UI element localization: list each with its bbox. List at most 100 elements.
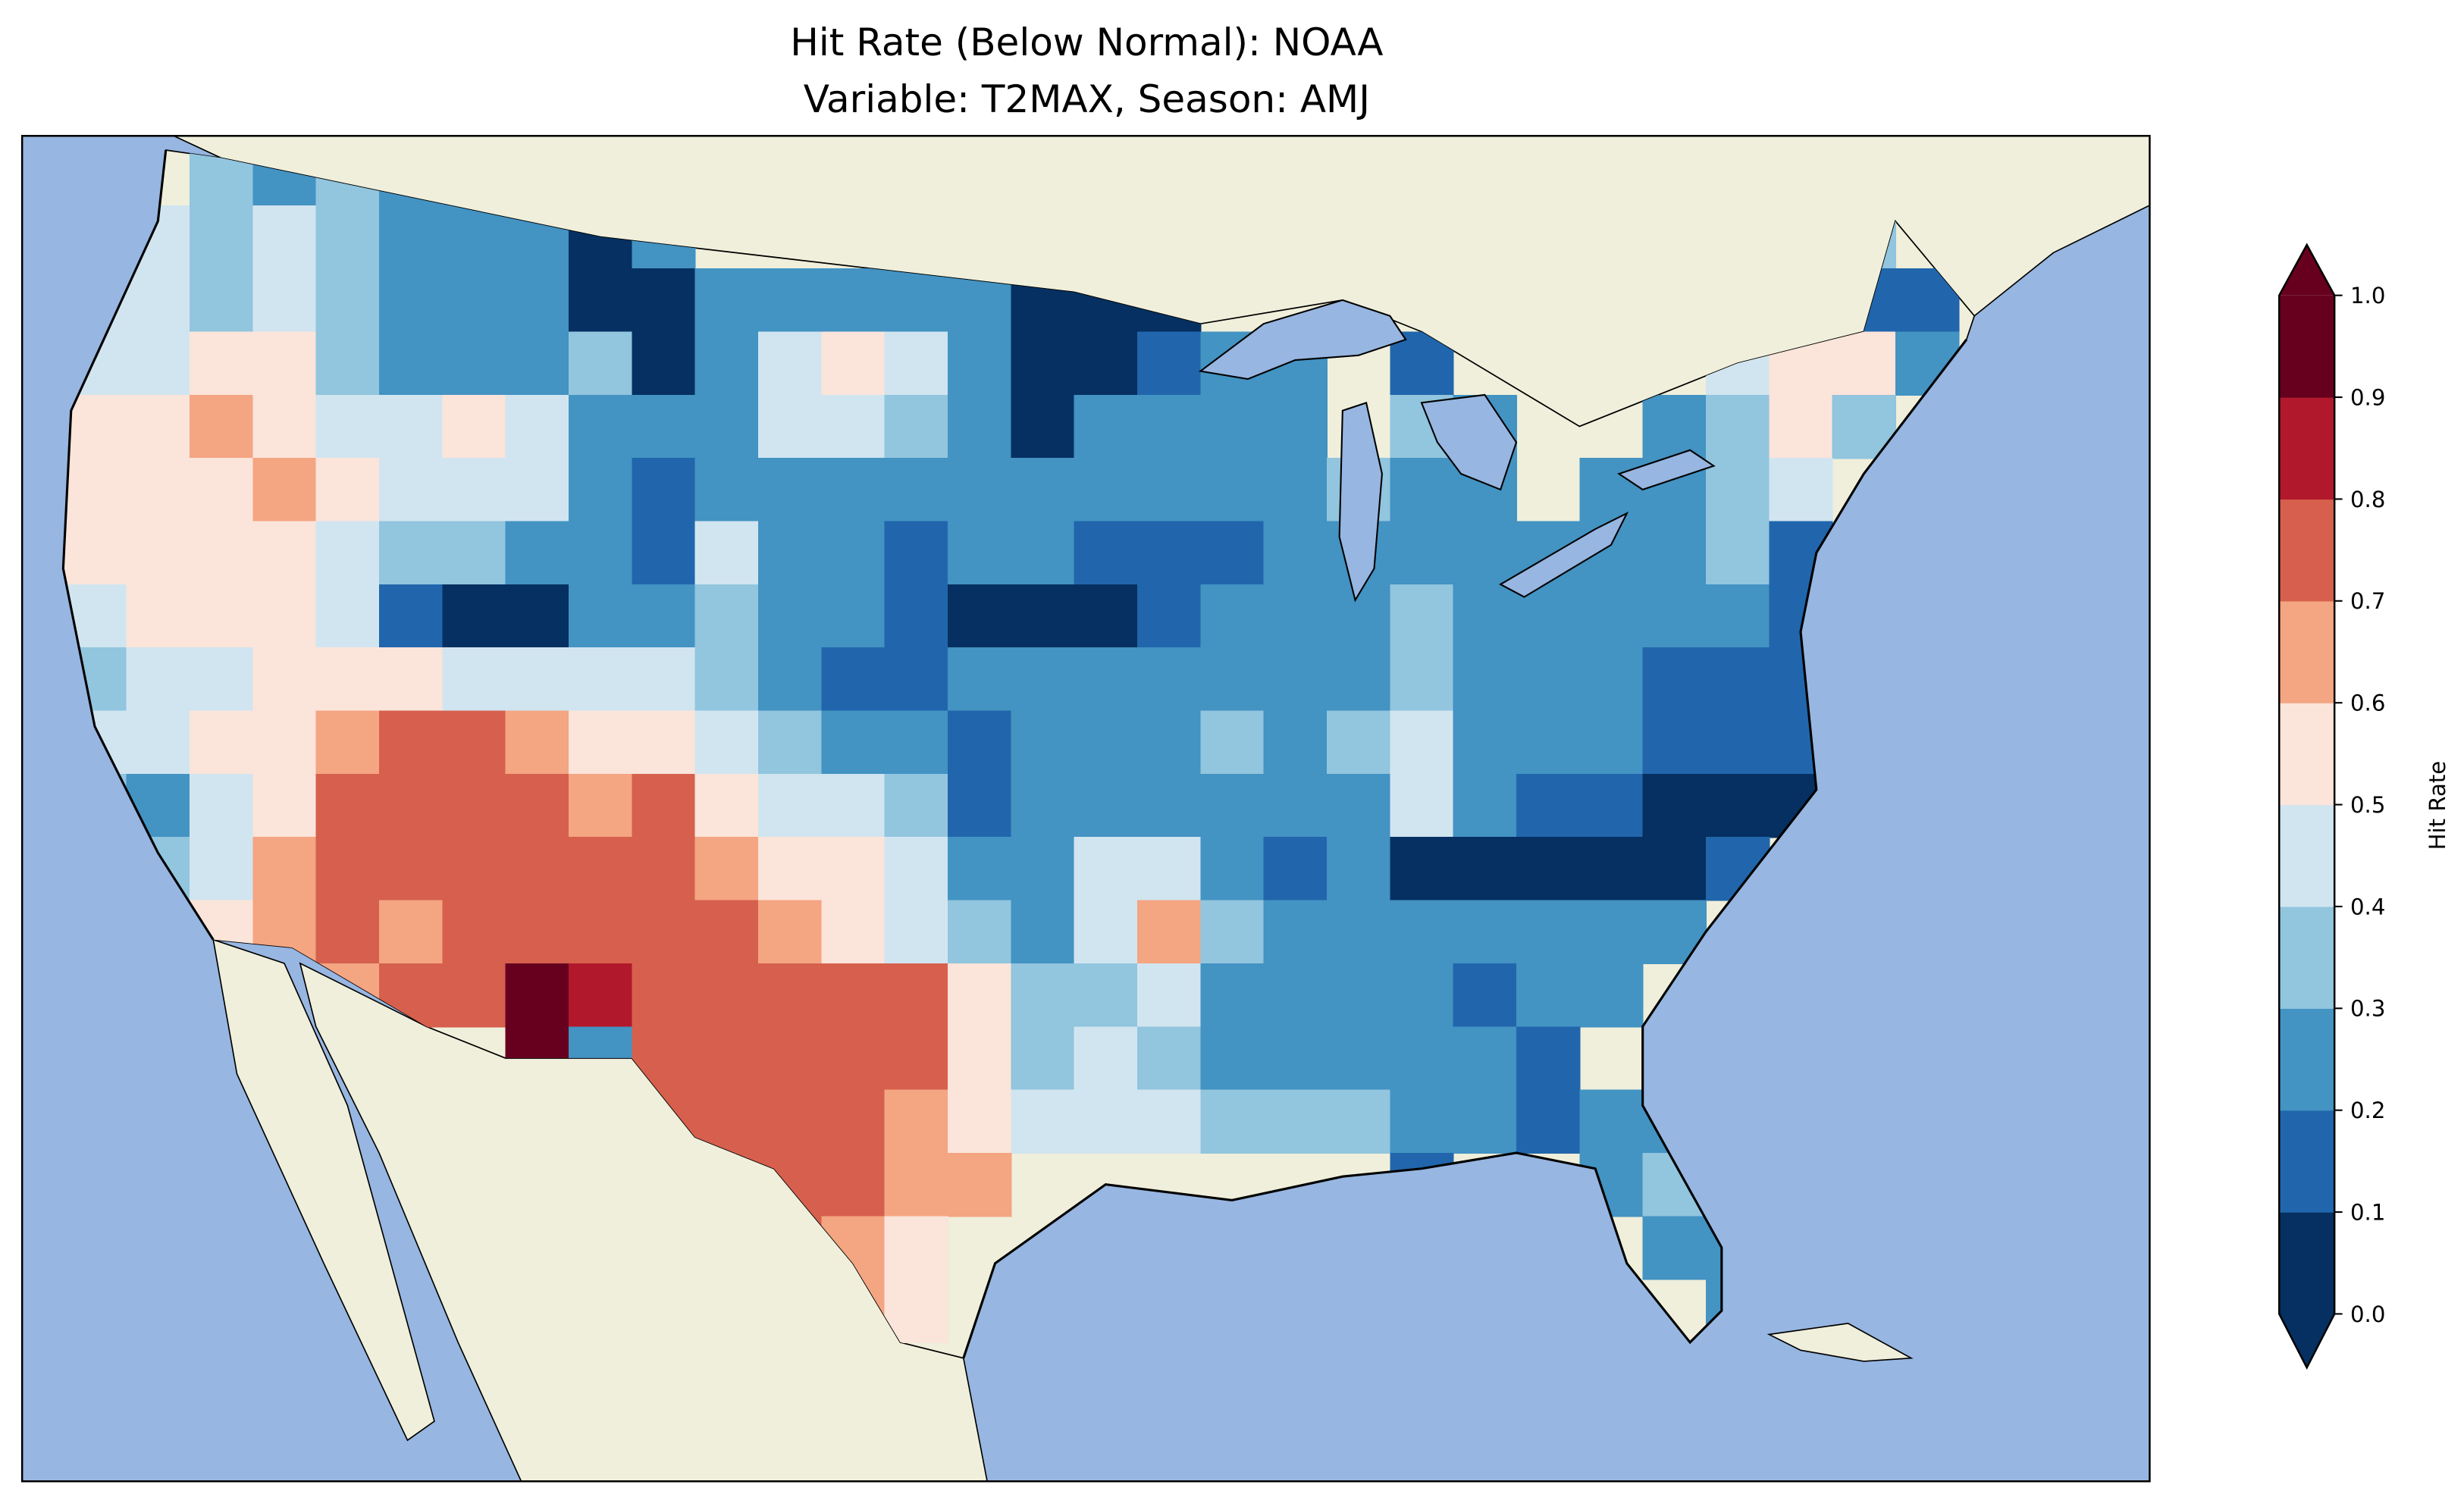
heatmap-cell [379, 331, 444, 396]
heatmap-cell [1327, 900, 1391, 964]
heatmap-cell [948, 1026, 1012, 1091]
colorbar-bin [2279, 397, 2335, 500]
heatmap-cell [884, 1279, 949, 1343]
heatmap-cell [1137, 837, 1202, 901]
heatmap-cell [126, 268, 191, 333]
heatmap-cell [1516, 647, 1581, 712]
heatmap-cell [884, 837, 949, 901]
heatmap-cell [505, 900, 570, 964]
heatmap-cell [948, 458, 1012, 522]
heatmap-cell [694, 458, 760, 522]
heatmap-cell [1263, 963, 1328, 1028]
heatmap-cell [190, 647, 254, 712]
heatmap-cell [1074, 394, 1139, 459]
heatmap-cell [379, 837, 444, 901]
heatmap-cell [1263, 710, 1328, 775]
heatmap-cell [442, 837, 506, 901]
heatmap-cell [1263, 1026, 1328, 1091]
heatmap-cell [1390, 1089, 1454, 1154]
heatmap-cell [1453, 584, 1518, 649]
heatmap-cell [252, 773, 317, 838]
heatmap-cell [1516, 1026, 1581, 1091]
heatmap-cell [1453, 521, 1518, 585]
lake-ontario [1617, 449, 1716, 491]
heatmap-cell [948, 837, 1012, 901]
heatmap-cell [1327, 773, 1391, 838]
heatmap-cell [190, 394, 254, 459]
heatmap-cell [442, 268, 506, 333]
heatmap-cell [884, 1216, 949, 1280]
heatmap-cell [1011, 1026, 1075, 1091]
heatmap-cell [505, 963, 570, 1028]
heatmap-cell [1453, 647, 1518, 712]
heatmap-cell [442, 458, 506, 522]
colorbar-tick-label: 0.5 [2350, 792, 2385, 818]
heatmap-cell [821, 963, 886, 1028]
heatmap-cell [1263, 584, 1328, 649]
heatmap-cell [821, 1026, 886, 1091]
heatmap-cell [1200, 521, 1265, 585]
heatmap-cell [252, 521, 317, 585]
heatmap-cell [758, 584, 823, 649]
heatmap-cell [1200, 900, 1265, 964]
heatmap-cell [1579, 837, 1644, 901]
heatmap-cell [948, 584, 1012, 649]
colorbar-bin [2279, 1110, 2335, 1213]
heatmap-cell [569, 837, 633, 901]
heatmap-cell [569, 584, 633, 649]
heatmap-cell [948, 521, 1012, 585]
heatmap-cell [1327, 1026, 1391, 1091]
heatmap-cell [1706, 710, 1770, 775]
heatmap-cell [442, 584, 506, 649]
heatmap-cell [884, 584, 949, 649]
heatmap-cell [1516, 1089, 1581, 1154]
heatmap-cell [442, 963, 506, 1028]
heatmap-cell [758, 394, 823, 459]
heatmap-cell [821, 394, 886, 459]
heatmap-cell [1137, 458, 1202, 522]
map-frame [20, 135, 2151, 1483]
heatmap-cell [821, 521, 886, 585]
heatmap-cell [1453, 710, 1518, 775]
heatmap-cell [694, 331, 760, 396]
colorbar-bin [2279, 906, 2335, 1009]
heatmap-cell [1642, 837, 1707, 901]
heatmap-cell [1137, 900, 1202, 964]
heatmap-cell [1074, 1089, 1139, 1154]
heatmap-cell [758, 710, 823, 775]
heatmap-cell [1390, 900, 1454, 964]
heatmap-cell [190, 584, 254, 649]
heatmap-cell [126, 458, 191, 522]
heatmap-cell [505, 773, 570, 838]
heatmap-cell [1832, 331, 1897, 396]
heatmap-cell [1137, 773, 1202, 838]
heatmap-cell [1516, 900, 1581, 964]
colorbar-tick-label: 0.6 [2350, 691, 2385, 716]
heatmap-cell [1011, 900, 1075, 964]
heatmap-cell [1137, 710, 1202, 775]
heatmap-cell [315, 584, 381, 649]
heatmap-cell [569, 900, 633, 964]
heatmap-cell [1516, 963, 1581, 1028]
heatmap-cell [1011, 331, 1075, 396]
heatmap-cell [948, 1152, 1012, 1217]
heatmap-cell [569, 773, 633, 838]
heatmap-cell [694, 647, 760, 712]
cuba-land [1766, 1323, 1914, 1362]
heatmap-cell [758, 900, 823, 964]
heatmap-cell [1642, 710, 1707, 775]
heatmap-cell [1200, 647, 1265, 712]
heatmap-cell [442, 900, 506, 964]
baja-land [212, 938, 435, 1442]
heatmap-cell [1137, 1026, 1202, 1091]
heatmap-cell [1390, 710, 1454, 775]
heatmap-cell [632, 394, 696, 459]
colorbar-tick-label: 0.3 [2350, 996, 2385, 1022]
heatmap-cell [315, 458, 381, 522]
heatmap-cell [505, 331, 570, 396]
heatmap-cell [315, 268, 381, 333]
heatmap-cell [315, 837, 381, 901]
heatmap-cell [632, 837, 696, 901]
heatmap-cell [315, 205, 381, 270]
